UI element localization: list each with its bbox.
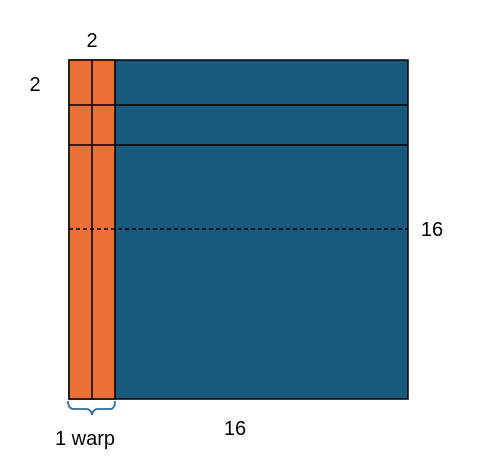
top-width-label: 2 [86,30,97,52]
warp-caption: 1 warp [55,428,115,450]
warp-brace [67,400,116,416]
bottom-size-label: 16 [224,418,246,440]
left-height-label: 2 [29,74,40,96]
right-size-label: 16 [421,219,443,241]
